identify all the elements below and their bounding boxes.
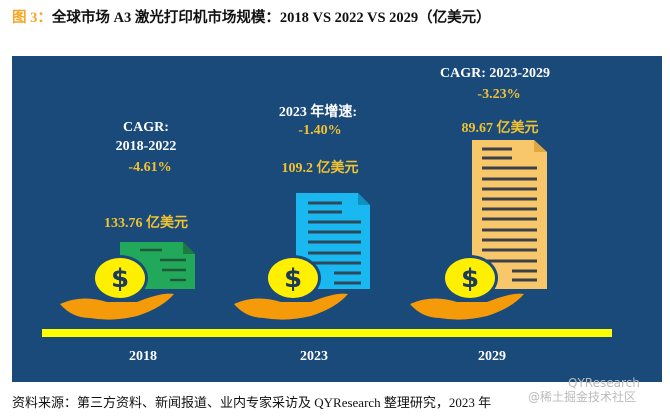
svg-text:$: $ xyxy=(111,264,129,294)
coin-icon: $ xyxy=(265,255,321,301)
svg-text:$: $ xyxy=(461,264,479,294)
cagr-label-2029: CAGR: 2023-2029 xyxy=(439,66,551,81)
figure-title-text: 全球市场 A3 激光打印机市场规模：2018 VS 2022 VS 2029（亿… xyxy=(51,10,491,26)
year-2029: 2029 xyxy=(478,349,506,364)
value-2029: 89.67 亿美元 xyxy=(461,121,539,136)
hand-icon xyxy=(60,293,174,320)
rate-2018: -4.61% xyxy=(128,160,172,175)
cagr-period-2018: 2018-2022 xyxy=(115,139,177,154)
svg-text:$: $ xyxy=(284,264,302,294)
figure-label: 图 3： xyxy=(12,10,52,26)
watermark-line-2: @稀土掘金技术社区 xyxy=(528,390,637,404)
growth-label-2023: 2023 年增速: xyxy=(278,105,358,120)
value-2023: 109.2 亿美元 xyxy=(281,161,359,176)
watermark: QYResearch @稀土掘金技术社区 xyxy=(528,376,640,404)
coin-icon: $ xyxy=(442,255,498,301)
year-2018: 2018 xyxy=(129,349,157,364)
illustrations: $ $ $ xyxy=(42,140,612,337)
cagr-label-2018: CAGR: xyxy=(123,120,169,135)
infographic-panel: $ $ $ xyxy=(12,56,662,382)
year-2023: 2023 xyxy=(300,349,328,364)
watermark-line-1: QYResearch xyxy=(568,376,640,390)
orange-document-icon xyxy=(472,140,547,289)
value-2018: 133.76 亿美元 xyxy=(104,216,188,231)
figure-title: 图 3：全球市场 A3 激光打印机市场规模：2018 VS 2022 VS 20… xyxy=(12,6,491,27)
source-note: 资料来源：第三方资料、新闻报道、业内专家采访及 QYResearch 整理研究，… xyxy=(12,395,492,410)
timeline-bar xyxy=(42,329,612,337)
coin-icon: $ xyxy=(92,255,148,301)
rate-2029: -3.23% xyxy=(477,87,521,102)
hand-icon xyxy=(410,293,524,320)
hand-icon xyxy=(234,293,348,320)
rate-2023: -1.40% xyxy=(298,123,342,138)
